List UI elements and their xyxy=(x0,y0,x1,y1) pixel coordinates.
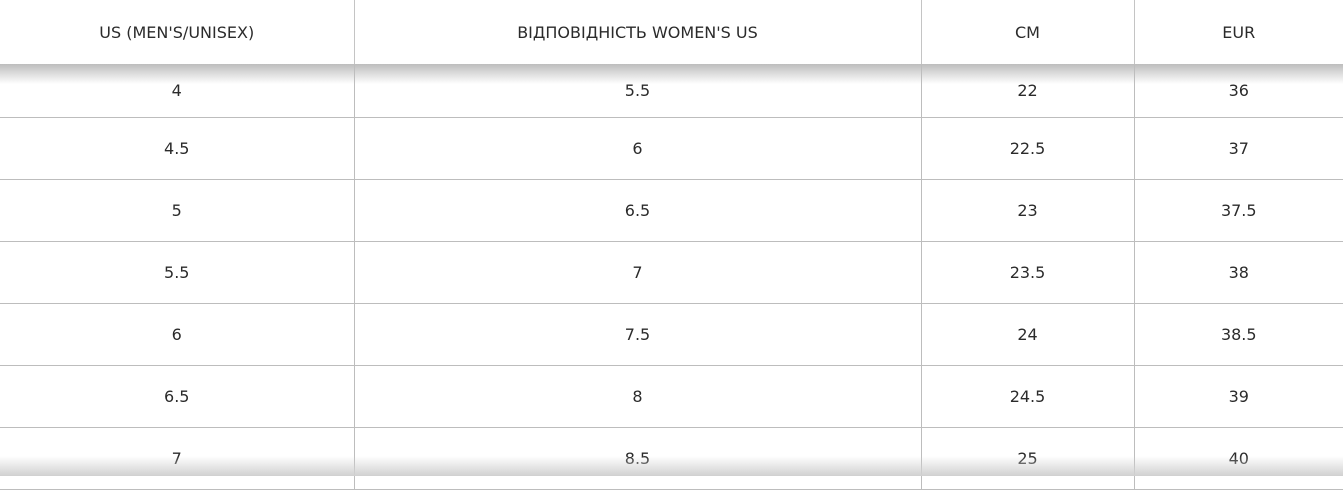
cell-womens-us: 8 xyxy=(354,365,922,428)
cell-womens-us: 7.5 xyxy=(354,303,922,366)
cell-cm: 25 xyxy=(921,427,1135,490)
cell-cm: 23 xyxy=(921,179,1135,242)
cell-womens-us: 6.5 xyxy=(354,179,922,242)
cell-us-mens: 5 xyxy=(0,179,355,242)
cell-us-mens: 5.5 xyxy=(0,241,355,304)
cell-eur: 39 xyxy=(1134,365,1343,428)
header-womens-us: ВІДПОВІДНІСТЬ WOMEN'S US xyxy=(354,0,922,64)
table-row: 5.5 7 23.5 38 xyxy=(0,241,1343,304)
cell-womens-us: 6 xyxy=(354,117,922,180)
table-row: 6.5 8 24.5 39 xyxy=(0,365,1343,428)
cell-us-mens: 6 xyxy=(0,303,355,366)
table-row: 5 6.5 23 37.5 xyxy=(0,179,1343,242)
cell-womens-us: 5.5 xyxy=(354,64,922,118)
cell-cm: 23.5 xyxy=(921,241,1135,304)
header-us-mens: US (MEN'S/UNISEX) xyxy=(0,0,355,64)
table-row: 4.5 6 22.5 37 xyxy=(0,117,1343,180)
cell-us-mens: 6.5 xyxy=(0,365,355,428)
cell-eur: 36 xyxy=(1134,64,1343,118)
cell-us-mens: 4 xyxy=(0,64,355,118)
header-cm: CM xyxy=(921,0,1135,64)
table-row: 4 5.5 22 36 xyxy=(0,64,1343,118)
cell-womens-us: 8.5 xyxy=(354,427,922,490)
cell-eur: 37 xyxy=(1134,117,1343,180)
cell-us-mens: 4.5 xyxy=(0,117,355,180)
cell-eur: 37.5 xyxy=(1134,179,1343,242)
cell-us-mens: 7 xyxy=(0,427,355,490)
cell-eur: 38 xyxy=(1134,241,1343,304)
cell-cm: 24 xyxy=(921,303,1135,366)
cell-cm: 22 xyxy=(921,64,1135,118)
cell-cm: 24.5 xyxy=(921,365,1135,428)
table-row: 7 8.5 25 40 xyxy=(0,427,1343,490)
cell-eur: 40 xyxy=(1134,427,1343,490)
cell-womens-us: 7 xyxy=(354,241,922,304)
table-row: 6 7.5 24 38.5 xyxy=(0,303,1343,366)
cell-eur: 38.5 xyxy=(1134,303,1343,366)
cell-cm: 22.5 xyxy=(921,117,1135,180)
header-eur: EUR xyxy=(1222,22,1256,42)
header-row: US (MEN'S/UNISEX) ВІДПОВІДНІСТЬ WOMEN'S … xyxy=(0,0,1343,64)
